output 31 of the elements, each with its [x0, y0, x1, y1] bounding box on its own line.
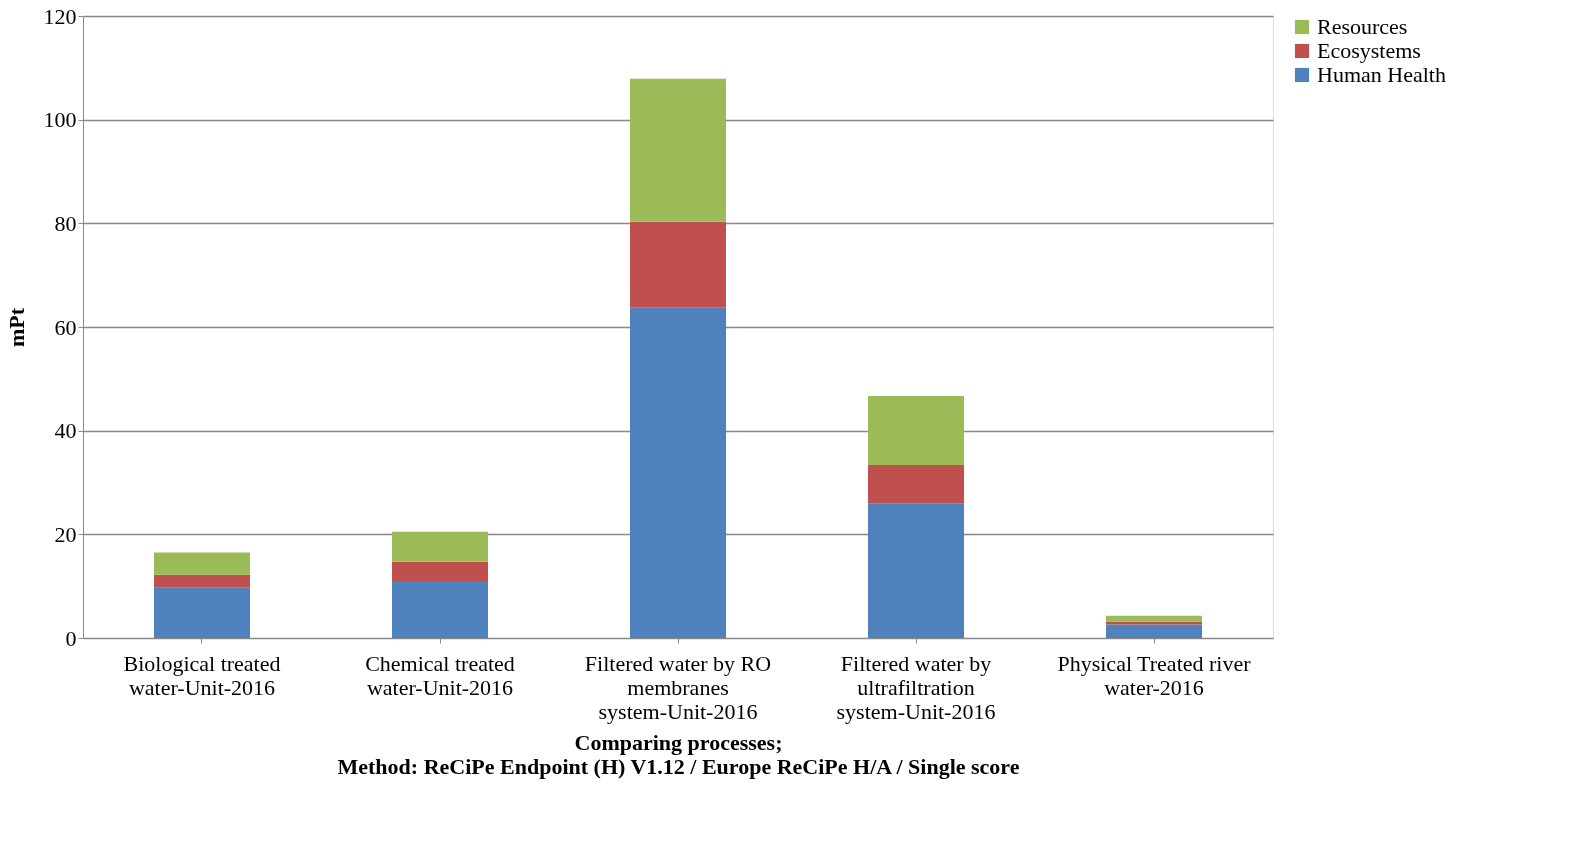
bar	[868, 395, 964, 465]
y-tick-label: 120	[43, 3, 77, 29]
bar	[1106, 621, 1202, 625]
legend-label: Human Health	[1317, 62, 1446, 87]
bar	[630, 78, 726, 222]
y-axis-title: mPt	[3, 307, 29, 348]
bar	[154, 552, 250, 575]
bar	[868, 503, 964, 638]
y-tick-label: 40	[54, 418, 77, 444]
bar	[868, 464, 964, 504]
y-tick-label: 100	[43, 107, 77, 133]
y-tick-label: 0	[65, 625, 77, 651]
y-tick-label: 20	[54, 521, 77, 547]
y-tick-label: 60	[54, 314, 77, 340]
x-tick-label: Physical Treated river water-2016	[1057, 650, 1252, 700]
legend-label: Resources	[1317, 14, 1408, 39]
bar	[1106, 624, 1202, 638]
legend-label: Ecosystems	[1317, 38, 1421, 63]
bar	[392, 561, 488, 581]
x-tick-label: Filtered water by RO membranes system-Unit-2016	[584, 650, 772, 724]
bar	[154, 574, 250, 588]
x-axis-title: Comparing processes; Method: ReCiPe Endpoint (H) V1.12 / Europe ReCiPe H/A / Single score	[337, 729, 1020, 779]
x-tick-label: Biological treated water-Unit-2016	[123, 650, 281, 700]
bar	[630, 307, 726, 638]
x-tick-label: Filtered water by ultrafiltration system-Unit-2016	[836, 650, 996, 724]
bar	[630, 221, 726, 308]
y-tick-label: 80	[54, 210, 77, 236]
bar	[392, 580, 488, 638]
x-tick-label: Chemical treated water-Unit-2016	[365, 650, 515, 700]
bar	[154, 587, 250, 638]
bar	[392, 531, 488, 562]
